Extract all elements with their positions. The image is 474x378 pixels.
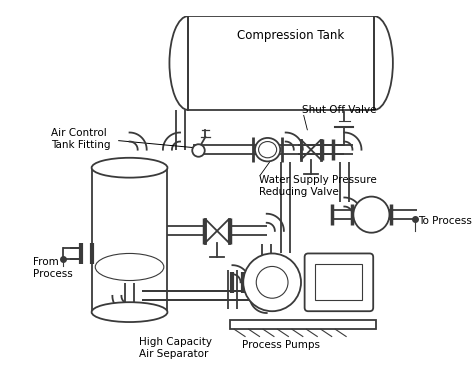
Polygon shape <box>301 140 311 160</box>
Text: High Capacity
Air Separator: High Capacity Air Separator <box>138 338 211 359</box>
Ellipse shape <box>91 158 167 178</box>
Text: Shut Off Valve: Shut Off Valve <box>302 105 376 115</box>
Text: Air Control
Tank Fitting: Air Control Tank Fitting <box>51 128 110 150</box>
Ellipse shape <box>91 302 167 322</box>
Text: From
Process: From Process <box>33 257 73 279</box>
Bar <box>230 320 376 329</box>
Polygon shape <box>311 140 321 160</box>
Text: Water Supply Pressure
Reducing Valve: Water Supply Pressure Reducing Valve <box>259 175 376 197</box>
FancyBboxPatch shape <box>305 254 373 311</box>
Text: Process Pumps: Process Pumps <box>242 340 320 350</box>
Ellipse shape <box>255 138 280 161</box>
Text: Compression Tank: Compression Tank <box>237 29 344 42</box>
Circle shape <box>353 197 390 233</box>
Bar <box>188 16 374 110</box>
Polygon shape <box>205 219 217 243</box>
Text: To Process: To Process <box>419 217 472 226</box>
Ellipse shape <box>259 141 277 158</box>
Polygon shape <box>217 219 229 243</box>
Ellipse shape <box>95 254 164 280</box>
Bar <box>91 168 167 312</box>
Circle shape <box>243 254 301 311</box>
Bar <box>316 264 363 301</box>
Circle shape <box>256 266 288 298</box>
